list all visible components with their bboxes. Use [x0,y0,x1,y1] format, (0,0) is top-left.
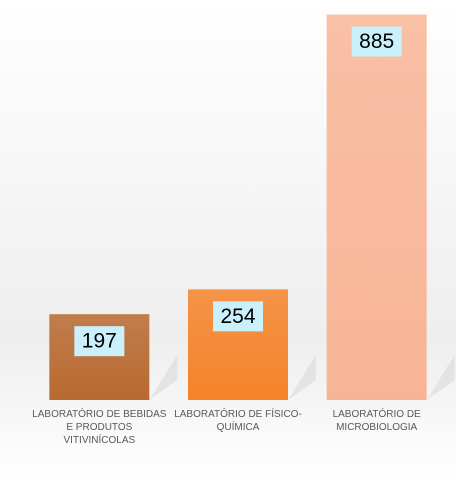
value-label-box [213,301,263,332]
bar-shadow [426,355,455,400]
value-label-box [74,326,125,357]
x-tick-label: LABORATÓRIO DE FÍSICO-QUÍMICA [174,409,302,433]
bar-shadow [288,355,316,400]
value-label: 197 [82,330,117,353]
bar [326,14,427,401]
value-label: 254 [220,305,255,328]
value-label-box [351,26,402,57]
bar-shadow [149,355,178,400]
x-tick-label: LABORATÓRIO DE MICROBIOLOGIA [332,409,421,433]
value-label: 885 [359,30,394,53]
x-tick-label: LABORATÓRIO DE BEBIDAS E PRODUTOS VITIVI… [32,409,167,446]
